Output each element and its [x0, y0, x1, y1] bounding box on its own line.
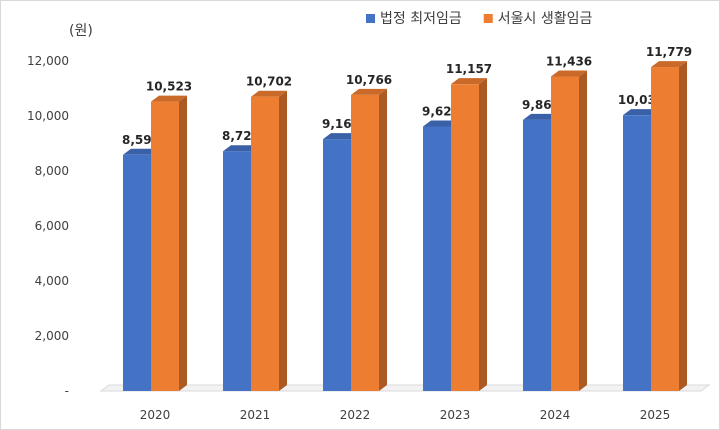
- x-tick-label: 2021: [240, 408, 271, 422]
- data-label: 11,436: [546, 55, 592, 69]
- legend-label: 법정 최저임금: [380, 11, 462, 27]
- bar-top: [523, 113, 559, 120]
- data-label: 9,160: [322, 117, 360, 131]
- y-tick-label: 6,000: [35, 219, 69, 233]
- bar: [623, 115, 651, 392]
- bar-top: [151, 95, 187, 102]
- bar-side: [279, 90, 287, 391]
- bar-top: [551, 70, 587, 77]
- x-tick-label: 2022: [340, 408, 371, 422]
- y-tick-label: -: [65, 384, 69, 398]
- legend-swatch: [483, 14, 493, 23]
- bar-side: [579, 70, 587, 391]
- bar: [223, 151, 251, 391]
- bar-top: [451, 78, 487, 85]
- unit-label: (원): [69, 23, 93, 39]
- data-label: 11,157: [446, 62, 492, 76]
- data-label: 10,766: [346, 73, 392, 87]
- data-label: 8,720: [222, 129, 260, 143]
- bar: [523, 119, 551, 391]
- bar: [423, 126, 451, 391]
- data-label: 9,860: [522, 98, 560, 112]
- data-label: 10,523: [146, 80, 192, 94]
- y-tick-label: 8,000: [35, 164, 69, 178]
- chart-floor: [99, 384, 711, 392]
- bar-side: [379, 88, 387, 391]
- bar-top: [323, 133, 359, 140]
- data-label: 8,590: [122, 133, 160, 147]
- legend-swatch: [366, 14, 375, 23]
- x-tick-label: 2020: [140, 408, 171, 422]
- legend-label: 서울시 생활임금: [498, 11, 593, 27]
- data-label: 9,620: [422, 104, 460, 118]
- y-tick-label: 12,000: [27, 54, 69, 68]
- y-tick-label: 4,000: [35, 274, 69, 288]
- x-tick-label: 2025: [640, 408, 671, 422]
- data-label: 11,779: [646, 45, 692, 59]
- bar-side: [179, 95, 187, 392]
- bar-top: [423, 120, 459, 127]
- bar-top: [351, 88, 387, 95]
- bar-top: [223, 145, 259, 152]
- bar-top: [123, 148, 159, 155]
- data-label: 10,702: [246, 75, 292, 89]
- bar: [651, 67, 679, 391]
- x-tick-label: 2024: [540, 408, 571, 422]
- bar: [351, 94, 379, 391]
- y-tick-label: 2,000: [35, 329, 69, 343]
- bar: [123, 154, 151, 391]
- bar-side: [479, 78, 487, 392]
- bar: [551, 76, 579, 391]
- bar: [151, 101, 179, 392]
- bar: [251, 96, 279, 391]
- bar-side: [679, 61, 687, 391]
- bar-top: [623, 109, 659, 116]
- bar: [451, 84, 479, 392]
- bar-top: [251, 90, 287, 97]
- bar-top: [651, 61, 687, 68]
- bar: [323, 139, 351, 391]
- x-tick-label: 2023: [440, 408, 471, 422]
- y-tick-label: 10,000: [27, 109, 69, 123]
